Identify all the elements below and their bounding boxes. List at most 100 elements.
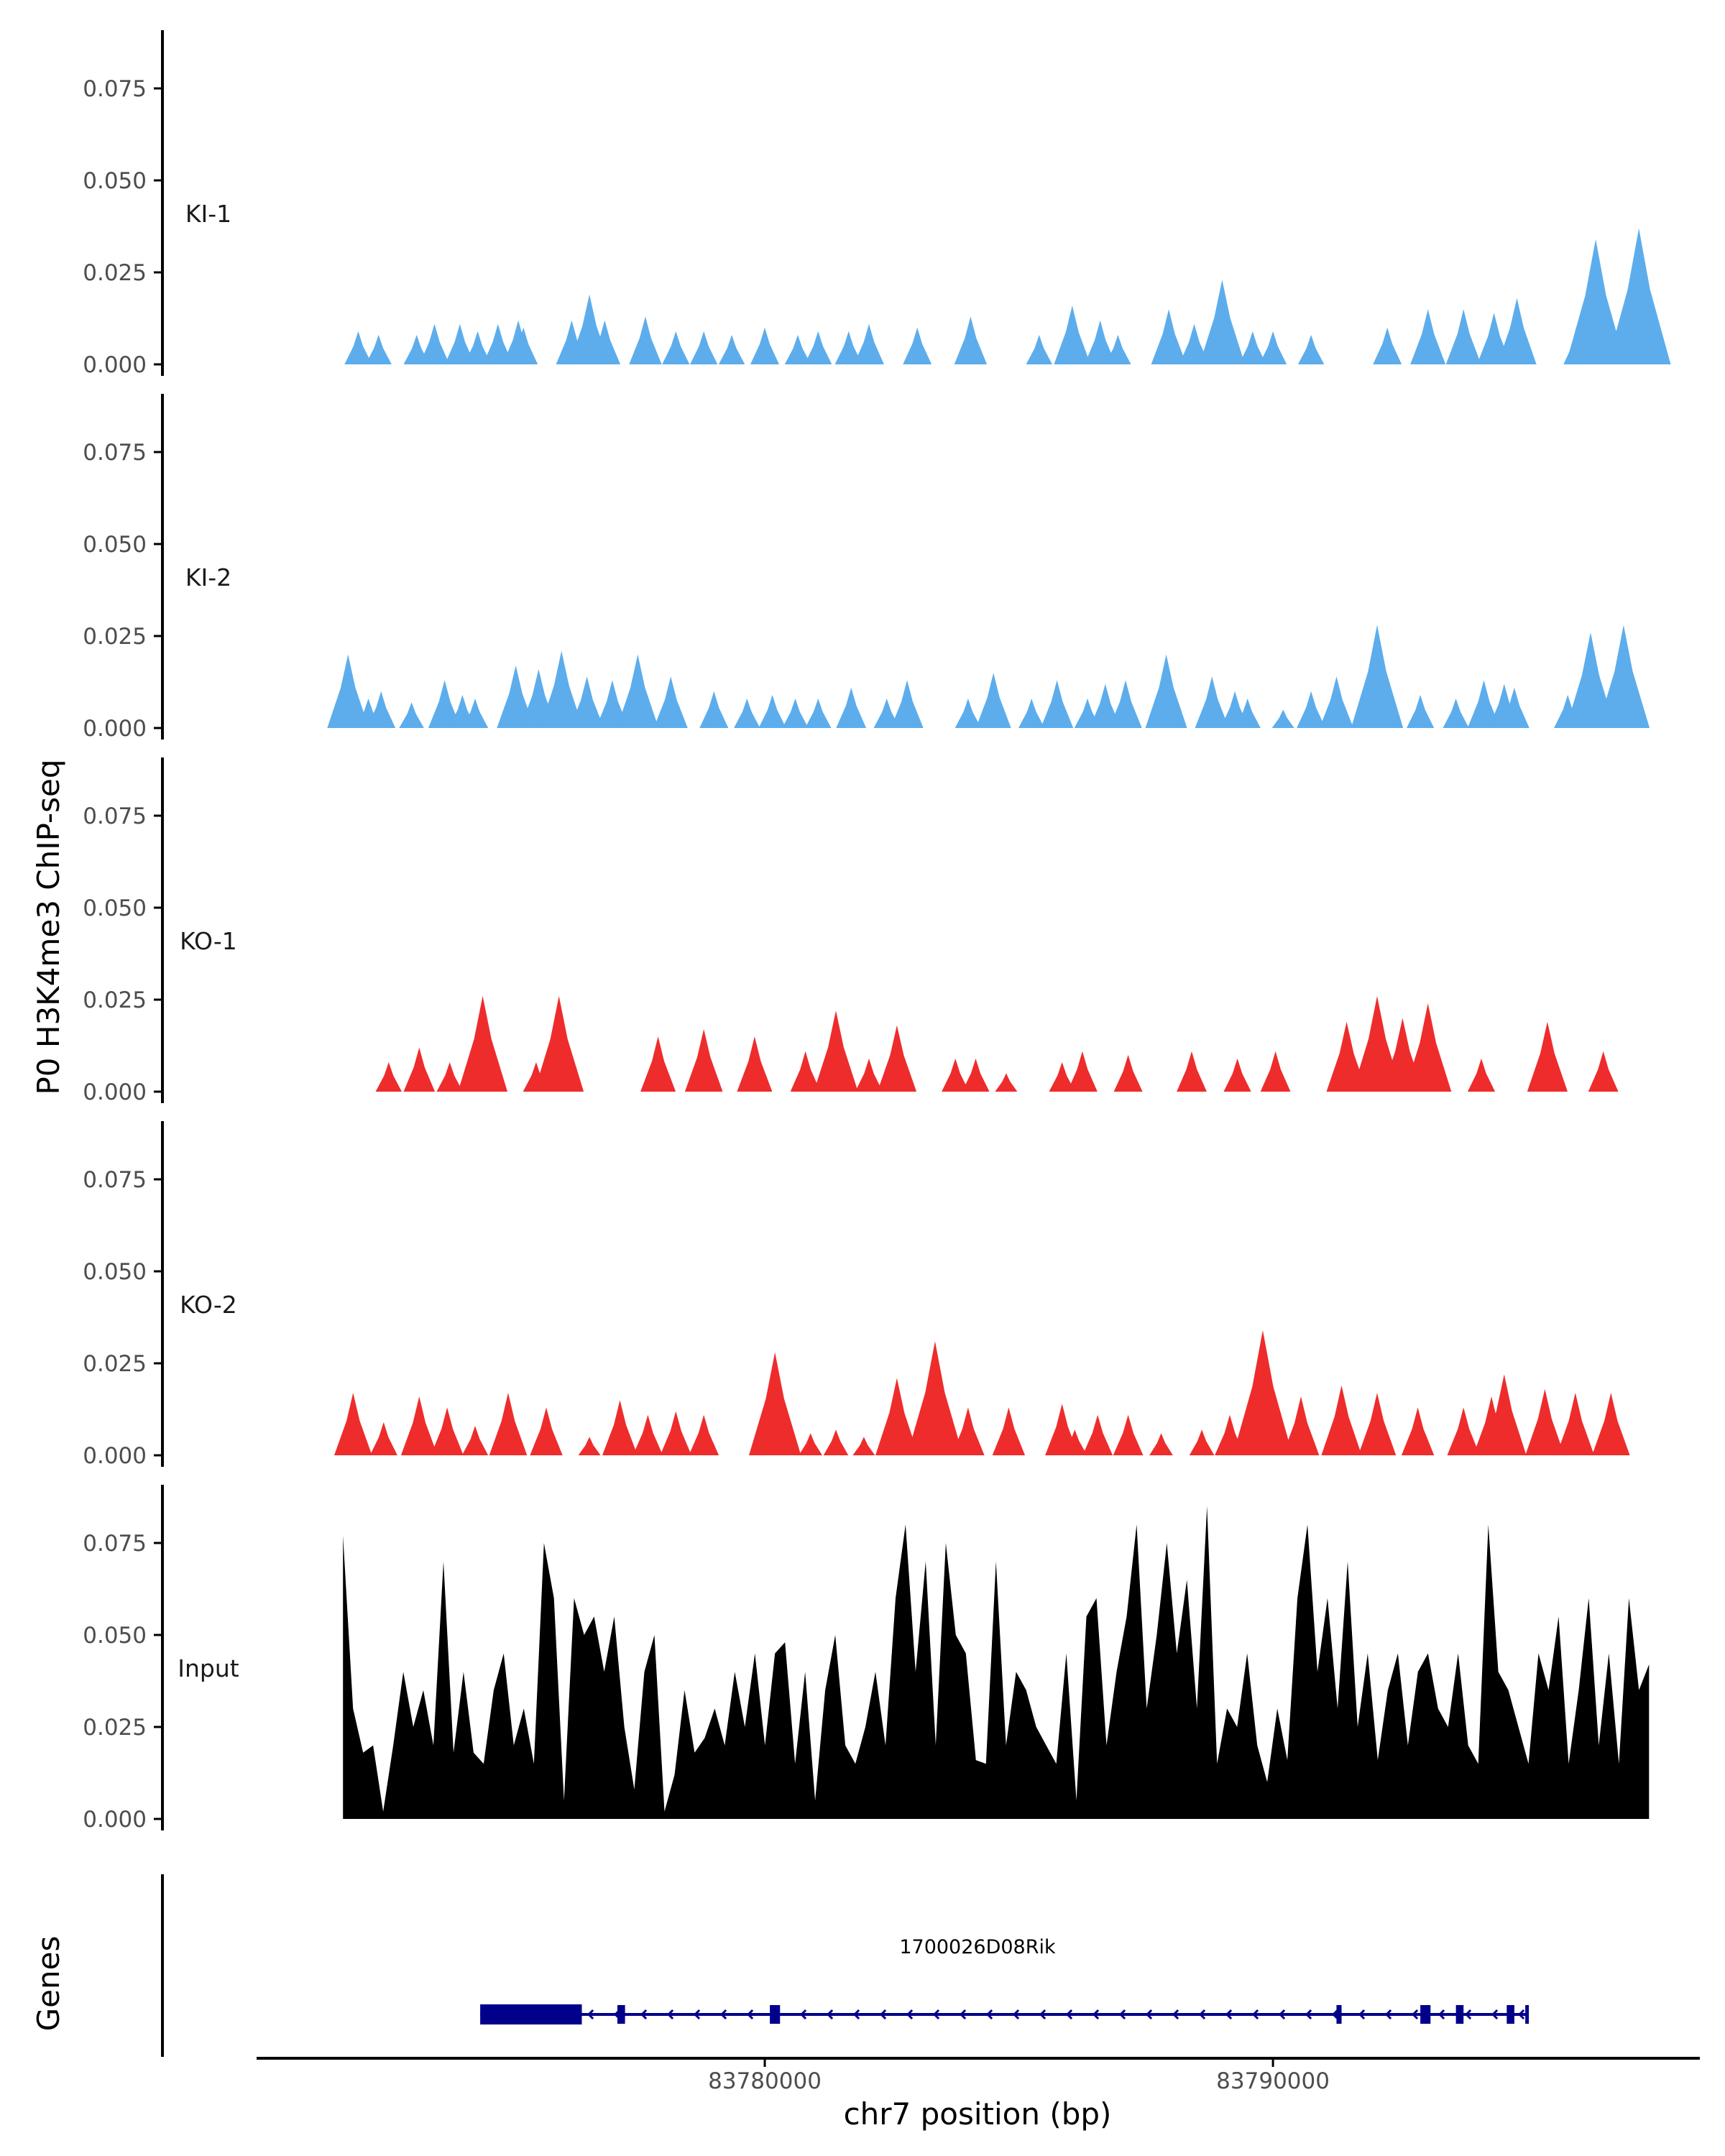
peak-mark xyxy=(1297,691,1326,728)
peak-mark xyxy=(1467,680,1501,728)
peak-mark xyxy=(1084,320,1116,364)
peak-mark xyxy=(1234,699,1261,728)
peak-mark xyxy=(1259,331,1287,364)
y-tick-label: 0.075 xyxy=(83,76,147,102)
peak-mark xyxy=(1319,676,1354,728)
peak-mark xyxy=(1565,632,1616,728)
peak-mark xyxy=(1195,676,1229,728)
peak-mark xyxy=(1407,694,1435,728)
strand-chevron xyxy=(746,2009,754,2020)
strand-chevron xyxy=(1251,2009,1259,2020)
peak-mark xyxy=(1113,1414,1144,1455)
strand-chevron xyxy=(1198,2009,1206,2020)
y-tick-label: 0.075 xyxy=(83,1167,147,1193)
peak-mark xyxy=(684,1029,723,1092)
peak-mark xyxy=(875,1378,919,1455)
peak-mark xyxy=(689,1414,719,1455)
peak-mark xyxy=(954,699,982,728)
peak-mark xyxy=(431,1407,464,1455)
peak-mark xyxy=(458,995,507,1092)
peak-mark xyxy=(877,1025,917,1092)
peak-mark xyxy=(1373,327,1402,364)
strand-chevron xyxy=(1278,2009,1286,2020)
strand-chevron xyxy=(985,2009,993,2020)
gene-exon xyxy=(1336,2005,1342,2024)
peak-mark xyxy=(1351,625,1404,728)
peak-mark xyxy=(1040,680,1074,728)
peak-mark xyxy=(482,323,513,364)
y-tick-label: 0.000 xyxy=(83,1807,147,1833)
peak-mark xyxy=(403,1047,436,1092)
strand-chevron xyxy=(1438,2009,1445,2020)
strand-chevron xyxy=(1039,2009,1046,2020)
track-ki-1: 0.000 0.025 0.050 0.075 KI-1 xyxy=(83,30,1671,378)
peak-mark xyxy=(334,1393,372,1455)
strand-chevron xyxy=(1464,2009,1472,2020)
y-tick-label: 0.000 xyxy=(83,352,147,378)
peak-mark xyxy=(1401,1407,1435,1455)
gene-exon xyxy=(480,2004,582,2024)
peak-mark xyxy=(369,1422,397,1455)
peak-mark xyxy=(509,327,538,364)
strand-chevron xyxy=(1172,2009,1179,2020)
peak-mark xyxy=(1525,1388,1565,1455)
peak-mark xyxy=(596,680,629,728)
track-ko-2: 0.000 0.025 0.050 0.075 KO-2 xyxy=(83,1121,1630,1469)
peak-mark xyxy=(1109,680,1142,728)
peak-mark xyxy=(790,1051,821,1092)
peak-mark xyxy=(1597,625,1650,728)
y-tick-label: 0.050 xyxy=(83,1259,147,1285)
strand-chevron xyxy=(666,2009,674,2020)
y-tick-label: 0.075 xyxy=(83,1531,147,1557)
genes-panel: 1700026D08Rik xyxy=(161,1874,1530,2057)
strand-chevron xyxy=(799,2009,807,2020)
peak-mark xyxy=(497,665,535,728)
y-tick-label: 0.050 xyxy=(83,168,147,194)
strand-chevron xyxy=(1225,2009,1233,2020)
strand-chevron xyxy=(826,2009,834,2020)
peak-mark xyxy=(690,331,718,364)
genes-axis-title: Genes xyxy=(31,1936,66,2032)
y-tick-label: 0.000 xyxy=(83,1443,147,1469)
peak-mark xyxy=(952,1407,985,1455)
x-axis: 83780000 83790000 xyxy=(257,2057,1700,2094)
peak-mark xyxy=(1151,309,1187,364)
peak-mark xyxy=(823,1429,849,1455)
strand-chevron xyxy=(1358,2009,1366,2020)
peak-mark xyxy=(799,1433,823,1455)
peak-mark xyxy=(954,316,988,364)
y-tick-label: 0.025 xyxy=(83,1351,147,1377)
input-signal-area xyxy=(343,1506,1650,1819)
peak-mark xyxy=(805,699,832,728)
peak-mark xyxy=(428,680,461,728)
y-tick-label: 0.025 xyxy=(83,1715,147,1741)
peak-mark xyxy=(834,331,862,364)
strand-chevron xyxy=(586,2009,594,2020)
peak-mark xyxy=(1082,1414,1113,1455)
peak-mark xyxy=(1271,709,1294,728)
peak-mark xyxy=(784,335,811,364)
peak-mark xyxy=(461,1426,489,1455)
peak-mark xyxy=(1054,305,1091,364)
peak-mark xyxy=(975,673,1011,728)
peak-mark xyxy=(375,1062,402,1092)
x-tick-label: 83780000 xyxy=(708,2068,822,2094)
peak-mark xyxy=(1049,1062,1075,1092)
peak-mark xyxy=(662,331,690,364)
y-tick-label: 0.025 xyxy=(83,987,147,1013)
track-input: 0.000 0.025 0.050 0.075 Input xyxy=(83,1485,1650,1833)
gene-name-label: 1700026D08Rik xyxy=(899,1936,1056,1958)
peak-mark xyxy=(1067,1051,1098,1092)
peak-mark xyxy=(1018,699,1045,728)
peak-mark xyxy=(1145,654,1187,728)
strand-chevron xyxy=(1092,2009,1100,2020)
peak-mark xyxy=(1556,1393,1595,1455)
peak-mark xyxy=(530,1407,563,1455)
peak-mark xyxy=(1179,323,1210,364)
peak-mark xyxy=(1447,1407,1480,1455)
peak-mark xyxy=(419,323,450,364)
peak-mark xyxy=(400,1396,438,1455)
peak-mark xyxy=(534,995,584,1092)
peak-mark xyxy=(461,699,489,728)
peak-mark xyxy=(1223,1058,1251,1092)
